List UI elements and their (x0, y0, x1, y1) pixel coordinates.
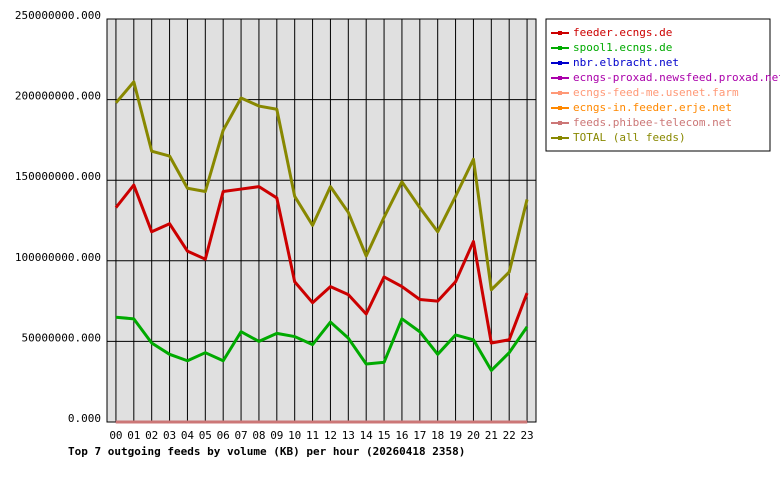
x-tick-label: 09 (270, 429, 283, 442)
x-tick-label: 06 (217, 429, 230, 442)
x-tick-label: 15 (377, 429, 390, 442)
x-tick-label: 11 (306, 429, 319, 442)
x-tick-label: 01 (127, 429, 140, 442)
y-tick-label: 200000000.000 (15, 90, 101, 103)
legend-marker (558, 61, 562, 65)
series-line (114, 183, 529, 345)
x-tick-label: 23 (520, 429, 533, 442)
legend-label: feeder.ecngs.de (573, 26, 672, 39)
y-tick-label: 0.000 (68, 412, 101, 425)
x-tick-label: 05 (199, 429, 212, 442)
y-tick-label: 150000000.000 (15, 170, 101, 183)
x-tick-label: 03 (163, 429, 176, 442)
legend-marker (558, 91, 562, 95)
y-tick-label: 100000000.000 (15, 251, 101, 264)
x-tick-label: 08 (252, 429, 265, 442)
x-tick-label: 22 (503, 429, 516, 442)
series-line (114, 80, 529, 292)
x-tick-label: 16 (395, 429, 408, 442)
y-tick-label: 50000000.000 (22, 331, 101, 344)
legend-label: TOTAL (all feeds) (573, 131, 686, 144)
x-tick-label: 13 (342, 429, 355, 442)
legend-label: feeds.phibee-telecom.net (573, 116, 732, 129)
x-tick-label: 04 (181, 429, 195, 442)
legend-marker (558, 76, 562, 80)
legend-box (545, 18, 771, 152)
legend-marker (558, 46, 562, 50)
x-tick-label: 02 (145, 429, 158, 442)
x-tick-label: 00 (109, 429, 122, 442)
y-tick-label: 250000000.000 (15, 9, 101, 22)
plot-area (107, 19, 536, 422)
chart-title: Top 7 outgoing feeds by volume (KB) per … (68, 445, 465, 458)
x-tick-label: 07 (234, 429, 247, 442)
legend-label: ecngs-in.feeder.erje.net (573, 101, 732, 114)
legend-label: spool1.ecngs.de (573, 41, 672, 54)
legend-label: nbr.elbracht.net (573, 56, 679, 69)
x-tick-label: 21 (485, 429, 498, 442)
series-line (115, 315, 529, 372)
legend-marker (558, 136, 562, 140)
x-tick-label: 14 (360, 429, 374, 442)
x-tick-label: 12 (324, 429, 337, 442)
x-tick-label: 17 (413, 429, 426, 442)
x-tick-label: 18 (431, 429, 444, 442)
x-tick-label: 20 (467, 429, 480, 442)
legend-marker (558, 31, 562, 35)
legend-marker (558, 121, 562, 125)
legend-label: ecngs-feed-me.usenet.farm (573, 86, 739, 99)
legend-label: ecngs-proxad.newsfeed.proxad.net (573, 71, 780, 84)
x-tick-label: 19 (449, 429, 462, 442)
legend-marker (558, 106, 562, 110)
x-tick-label: 10 (288, 429, 301, 442)
